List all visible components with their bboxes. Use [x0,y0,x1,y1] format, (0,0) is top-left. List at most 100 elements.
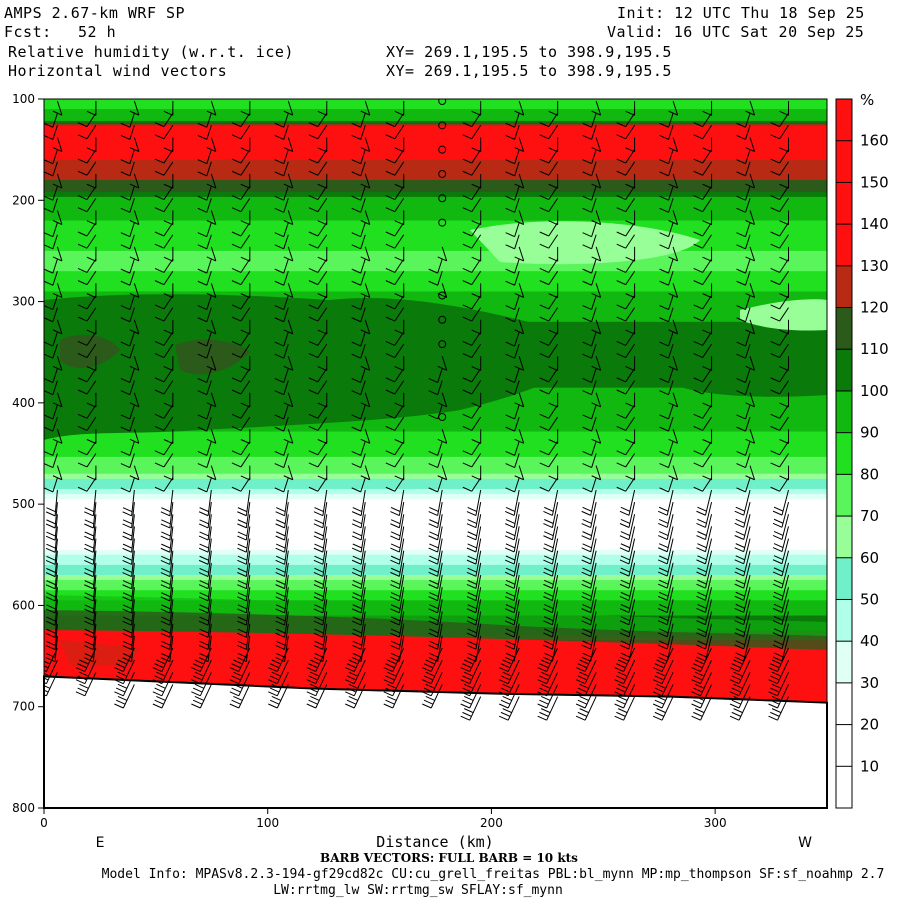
field-title-rh: Relative humidity (w.r.t. ice) [8,43,294,61]
wind-barb-feather [543,644,553,650]
wind-barb-feather [770,699,780,705]
wind-barb [317,234,328,249]
wind-barb-feather [160,559,171,565]
wind-barb-feather [198,547,209,553]
wind-barb-feather [505,414,515,420]
wind-barb-feather [462,389,473,395]
wind-barb [287,246,294,262]
wind-barb [672,283,679,298]
wind-barb-feather [117,695,128,701]
wind-barb-feather [313,632,324,638]
wind-barb-feather [428,450,438,456]
wind-barb-feather [308,280,319,286]
wind-barb-feather [383,679,393,685]
wind-barb-feather [582,244,592,250]
wind-barb-feather [656,708,666,714]
wind-barb-feather [308,243,319,249]
wind-barb [240,453,251,468]
wind-barb-feather [385,316,396,322]
wind-barb [276,659,289,684]
wind-barb-feather [467,616,477,622]
wind-barb [86,161,97,176]
wind-barb-feather [429,567,439,573]
wind-barb-feather [77,304,88,310]
wind-barb-feather [654,663,665,669]
wind-barb-feather [734,510,744,516]
wind-barb-feather [161,507,171,513]
wind-barb [84,659,97,684]
wind-barb [161,659,174,684]
wind-barb-feather [77,389,88,395]
wind-barb-feather [77,243,88,249]
wind-barb-feather [659,134,669,140]
wind-barb [394,416,405,431]
wind-barb [163,197,174,212]
wind-barb [745,234,751,249]
wind-barb-feather [385,268,396,273]
colorbar-swatch [836,307,852,350]
wind-barb [394,270,405,285]
wind-barb-feather [206,147,217,153]
wind-barb [546,647,559,672]
wind-barb-feather [696,583,706,589]
wind-barb [360,185,366,201]
wind-barb-feather [306,703,316,709]
wind-barb-feather [231,663,241,669]
wind-barb-feather [206,365,217,371]
wind-barb-feather [616,207,626,213]
wind-barb [672,210,679,225]
y-tick-label: 200 [12,193,35,207]
wind-barb [745,258,751,274]
wind-barb [283,198,289,213]
wind-barb [749,210,756,225]
wind-barb-feather [502,671,512,677]
wind-barb-feather [731,699,742,705]
wind-barb [749,100,756,116]
wind-barb-feather [505,317,515,323]
wind-barb-feather [310,695,320,701]
wind-barb [625,368,636,383]
wind-barb-feather [659,305,669,311]
wind-barb-feather [313,657,324,662]
wind-barb [129,368,135,383]
wind-barb-feather [308,687,318,693]
colorbar-tick-label: 140 [860,215,889,233]
calm-wind-mark [438,413,447,422]
wind-barb-feather [351,450,361,456]
wind-barb-feather [390,616,401,622]
wind-barb-feather [44,685,51,689]
wind-barb-feather [44,689,49,693]
wind-barb-feather [467,652,477,658]
wind-barb-feather [120,353,131,359]
wind-barb-feather [314,519,324,525]
wind-barb [745,380,751,395]
wind-barb-feather [696,632,706,638]
wind-barb-feather [514,438,524,444]
wind-barb-feather [582,519,592,524]
wind-barb-feather [120,450,131,456]
wind-barb-feather [582,604,592,610]
wind-barb-feather [575,703,586,709]
wind-barb [514,343,520,359]
wind-barb-feather [616,663,626,669]
wind-barb-feather [505,519,516,525]
colorbar-swatch [836,182,852,225]
wind-barb-feather [120,390,131,396]
wind-barb-feather [668,110,678,116]
wind-barb-feather [348,695,358,701]
wind-barb [360,441,366,456]
wind-barb-feather [768,667,778,672]
wind-barb-feather [577,711,588,717]
wind-barb-feather [462,687,472,693]
wind-barb [779,161,789,176]
wind-barb-feather [390,543,401,549]
wind-barb-feather [736,232,746,238]
wind-barb-feather [696,559,706,565]
wind-barb [394,234,405,249]
wind-barb [287,210,294,225]
colorbar-swatch [836,390,852,434]
wind-barb [56,392,63,407]
wind-barb-feather [308,158,319,164]
wind-barb [584,696,597,721]
wind-barb-feather [192,687,203,693]
